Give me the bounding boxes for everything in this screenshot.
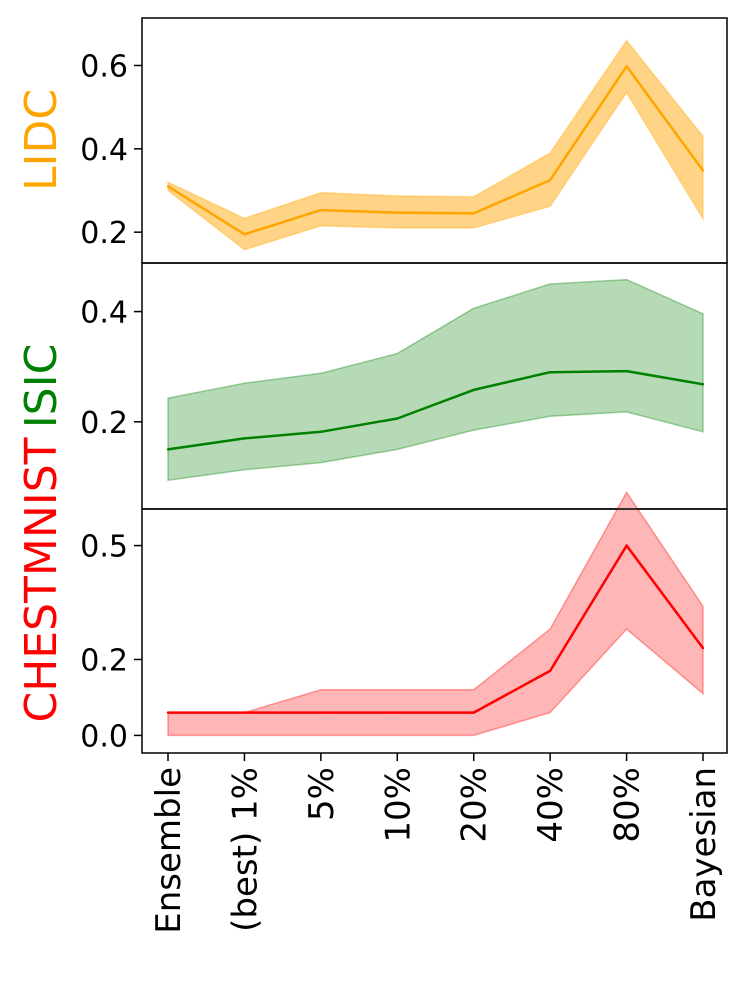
chestmnist-point-1	[243, 711, 246, 714]
xtick-label: 20%	[455, 767, 495, 843]
lidc-ytick-label: 0.4	[80, 133, 128, 168]
chestmnist-mean-line	[168, 544, 705, 714]
lidc-ytick-label: 0.2	[80, 216, 128, 251]
isic-point-0	[166, 448, 170, 451]
lidc-point-7	[701, 169, 705, 172]
lidc-mean-line	[167, 65, 705, 236]
chestmnist-confidence-band	[167, 490, 704, 737]
chestmnist-point-4	[472, 711, 475, 714]
isic-point-3	[396, 417, 399, 420]
chestmnist-point-0	[166, 711, 170, 714]
chestmnist-point-7	[701, 646, 705, 650]
lidc-point-0	[166, 185, 170, 188]
isic-mean-line	[167, 369, 704, 451]
xtick-label: Bayesian	[684, 767, 724, 922]
xtick-label: (best) 1%	[225, 767, 265, 932]
isic-confidence-band	[167, 278, 704, 482]
chestmnist-ytick-label: 0.5	[80, 530, 128, 565]
lidc-ylabel: LIDC	[16, 89, 67, 191]
isic-ytick-label: 0.2	[80, 406, 128, 441]
isic-point-7	[701, 383, 705, 386]
lidc-point-3	[396, 211, 399, 214]
xtick-label: 40%	[531, 767, 571, 843]
isic-ylabel: ISIC	[16, 344, 67, 429]
isic-point-6	[625, 369, 628, 373]
lidc-point-2	[319, 208, 323, 212]
chestmnist-ylabel: CHESTMNIST	[16, 437, 67, 722]
chestmnist-point-6	[625, 544, 628, 547]
chestmnist-ytick-label: 0.0	[80, 719, 128, 754]
xtick-label: Ensemble	[149, 767, 189, 934]
isic-ytick-label: 0.4	[80, 296, 128, 331]
chestmnist-point-2	[319, 711, 323, 714]
chestmnist-point-5	[548, 669, 552, 673]
isic-point-1	[243, 437, 246, 440]
xtick-label: 10%	[378, 767, 418, 843]
isic-point-5	[548, 371, 552, 374]
chestmnist-ytick-label: 0.2	[80, 643, 128, 678]
lidc-point-4	[472, 212, 475, 215]
lidc-ytick-label: 0.6	[80, 50, 128, 85]
lidc-point-1	[243, 233, 246, 236]
xtick-label: 5%	[302, 767, 342, 821]
isic-point-2	[319, 430, 323, 433]
panel-lidc: 0.2 0.4 0.6	[80, 17, 728, 264]
chestmnist-point-3	[396, 711, 399, 714]
panel-isic: 0.2 0.4	[80, 262, 728, 510]
lidc-point-6	[625, 65, 628, 68]
lidc-point-5	[548, 178, 552, 182]
panel-chestmnist: 0.0 0.2 0.5	[80, 490, 728, 754]
xtick-label: 80%	[608, 767, 648, 843]
lidc-confidence-band	[167, 39, 704, 251]
isic-point-4	[472, 388, 475, 392]
chestmnist-axes-frame	[141, 508, 728, 754]
